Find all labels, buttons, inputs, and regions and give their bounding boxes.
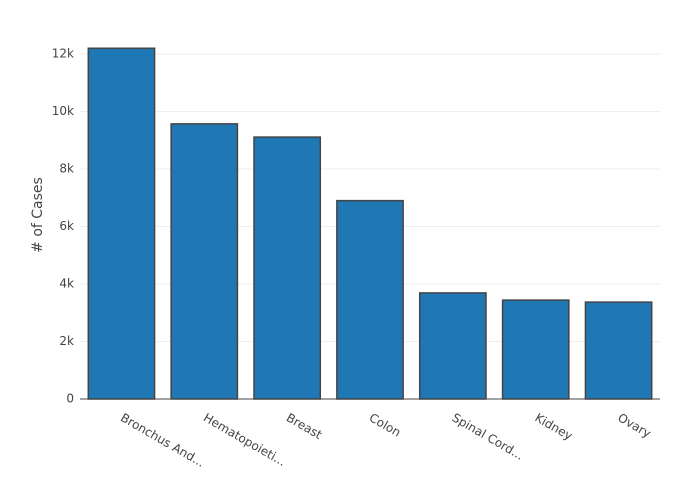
bar [253,136,322,400]
bar [336,199,404,400]
bar [418,292,487,400]
bar [170,123,239,400]
bar [501,299,570,400]
y-tick-label: 6k [59,219,74,233]
bar [87,47,156,400]
x-tick-label: Breast [284,411,325,443]
x-tick-label: Bronchus And... [118,411,207,470]
x-tick-label: Ovary [615,411,653,441]
y-tick-label: 4k [59,277,74,291]
y-tick-label: 2k [59,334,74,348]
y-tick-label: 8k [59,162,74,176]
y-axis-title: # of Cases [30,177,46,253]
x-tick-label: Spinal Cord... [450,411,526,463]
y-tick-label: 10k [52,104,74,118]
x-tick-label: Colon [367,411,403,440]
bar [584,301,653,400]
y-tick-label: 12k [52,47,74,61]
x-tick-label: Hematopoieti... [201,411,288,469]
y-tick-label: 0 [66,392,74,406]
x-tick-label: Kidney [532,411,574,444]
